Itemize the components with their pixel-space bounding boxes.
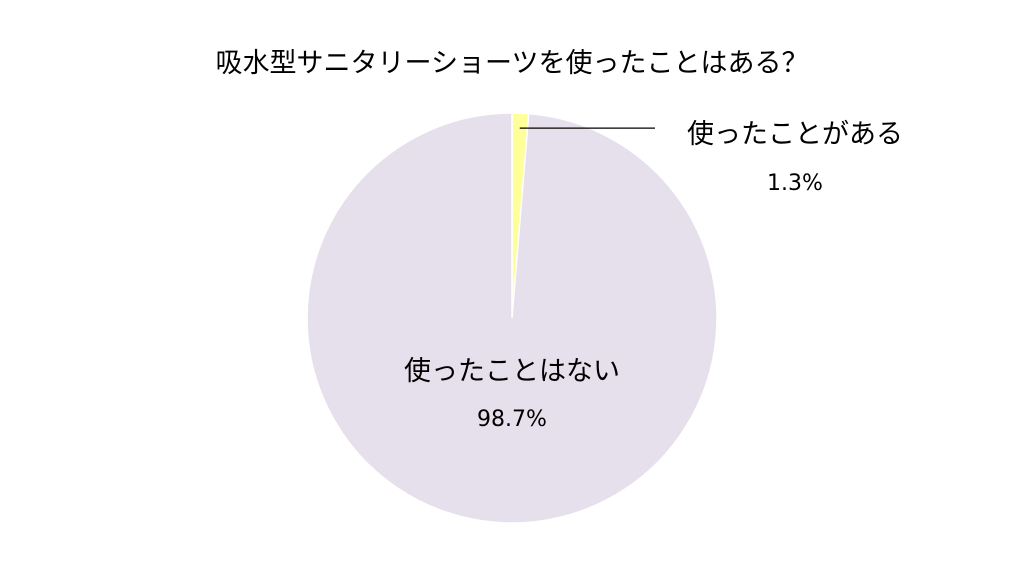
slice-value-label: 1.3% xyxy=(767,171,823,196)
slice-label: 使ったことはない xyxy=(404,356,620,387)
slice-value-label: 98.7% xyxy=(477,407,547,432)
slice-label: 使ったことがある xyxy=(687,119,903,150)
chart-title: 吸水型サニタリーショーツを使ったことはある？ xyxy=(216,48,809,79)
pie-slice xyxy=(306,112,718,524)
